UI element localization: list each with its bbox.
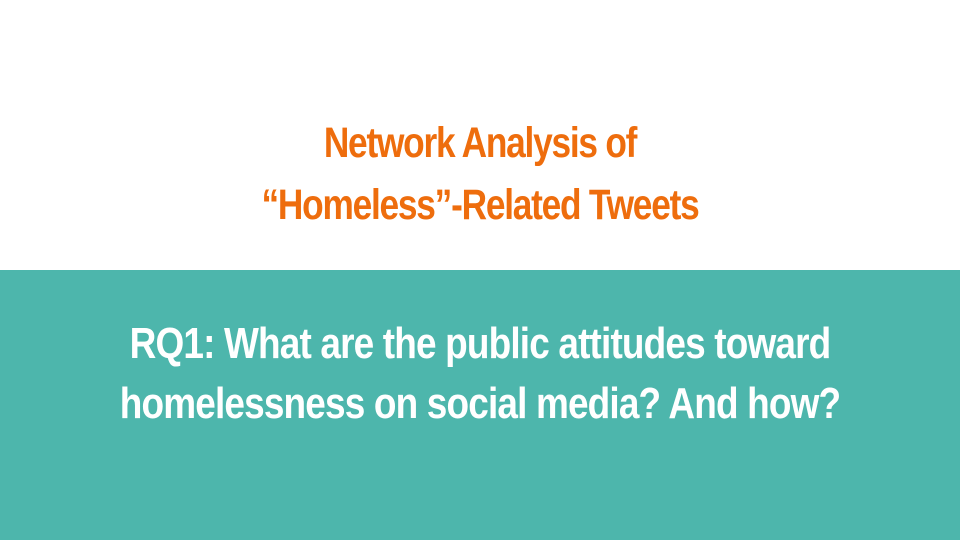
title-line-2: “Homeless”-Related Tweets: [261, 181, 700, 229]
subtitle-line-1: RQ1: What are the public attitudes towar…: [129, 319, 832, 368]
subtitle-line-2: homelessness on social media? And how?: [119, 379, 841, 428]
subtitle-band: RQ1: What are the public attitudes towar…: [0, 270, 960, 540]
slide-title: Network Analysis of “Homeless”-Related T…: [136, 112, 825, 236]
title-section: Network Analysis of “Homeless”-Related T…: [136, 112, 825, 236]
title-line-1: Network Analysis of: [323, 119, 638, 167]
slide-subtitle: RQ1: What are the public attitudes towar…: [94, 314, 867, 434]
